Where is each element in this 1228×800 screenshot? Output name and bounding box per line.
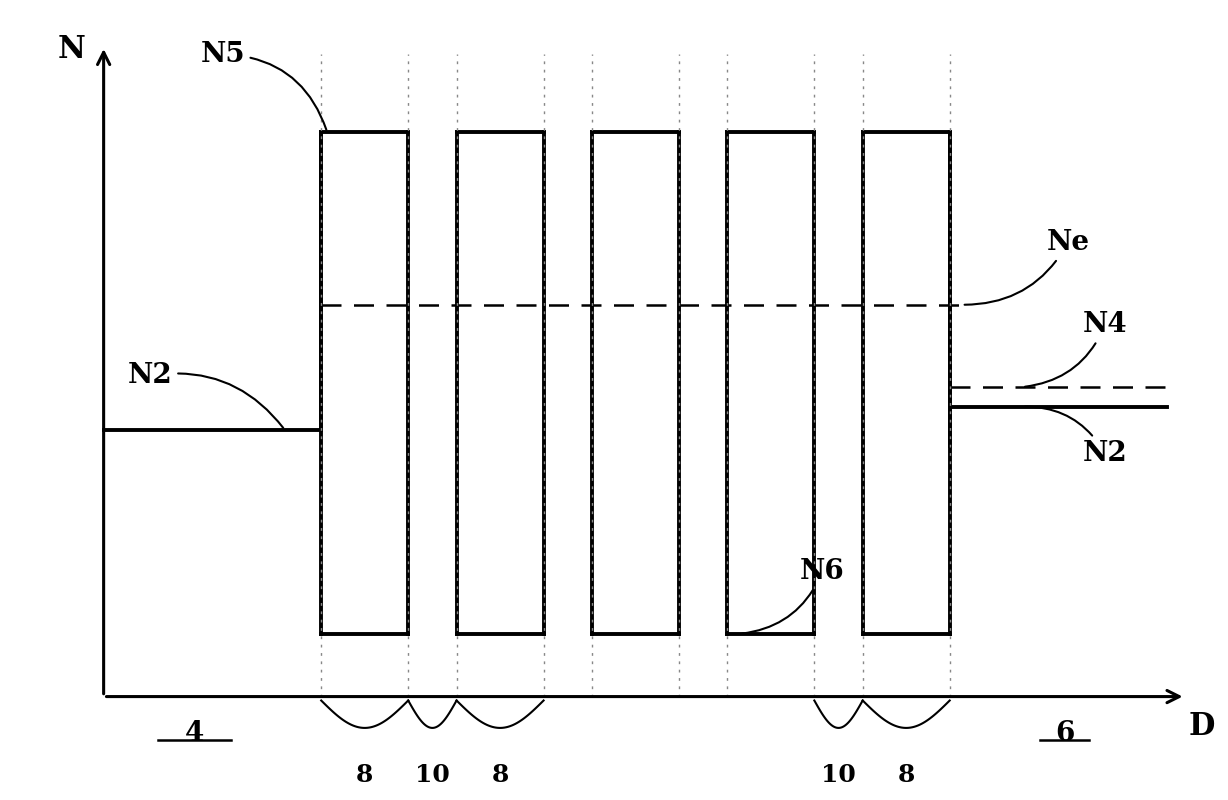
Text: 4: 4 xyxy=(184,720,204,747)
Text: N4: N4 xyxy=(1025,311,1127,386)
Text: N2: N2 xyxy=(1025,406,1127,467)
Text: 8: 8 xyxy=(356,763,373,787)
Text: 8: 8 xyxy=(898,763,915,787)
Text: N2: N2 xyxy=(128,362,284,428)
Text: N6: N6 xyxy=(742,558,845,634)
Text: N5: N5 xyxy=(200,41,327,130)
Text: 6: 6 xyxy=(1055,720,1074,747)
Text: 8: 8 xyxy=(491,763,508,787)
Text: D: D xyxy=(1189,710,1216,742)
Text: 10: 10 xyxy=(415,763,449,787)
Text: Ne: Ne xyxy=(964,229,1089,305)
Text: N: N xyxy=(58,34,86,66)
Text: 10: 10 xyxy=(822,763,856,787)
